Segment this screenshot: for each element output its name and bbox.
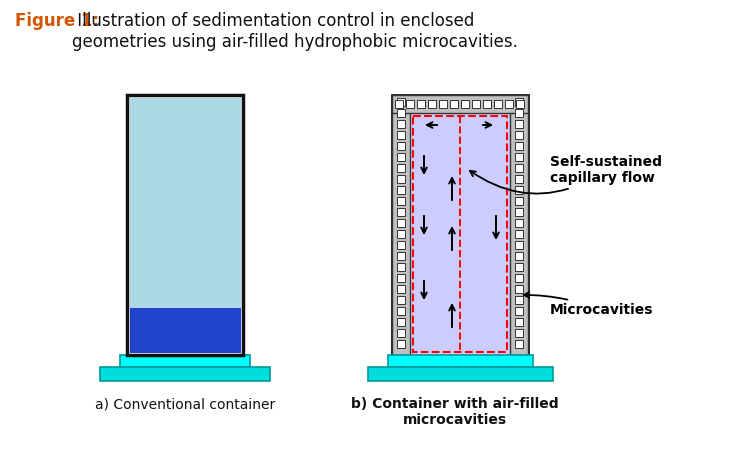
Bar <box>368 367 553 381</box>
Bar <box>439 100 447 108</box>
Bar <box>515 329 523 337</box>
Bar <box>515 208 523 216</box>
Bar <box>515 186 523 194</box>
Bar <box>397 285 405 293</box>
Bar <box>397 307 405 315</box>
Bar <box>388 355 532 367</box>
Bar <box>515 98 523 106</box>
Bar <box>515 296 523 304</box>
Bar <box>515 263 523 271</box>
Bar <box>397 340 405 348</box>
Text: Figure 1:: Figure 1: <box>15 12 99 30</box>
Bar <box>397 142 405 150</box>
Bar <box>510 95 528 355</box>
Bar <box>516 100 524 108</box>
Text: Microcavities: Microcavities <box>524 292 653 317</box>
Bar <box>515 197 523 205</box>
Bar <box>397 120 405 128</box>
Bar <box>397 131 405 139</box>
Bar <box>392 95 528 355</box>
Bar <box>397 208 405 216</box>
Bar <box>397 109 405 117</box>
Bar <box>413 116 507 352</box>
Bar <box>515 340 523 348</box>
Bar <box>397 263 405 271</box>
Bar <box>397 296 405 304</box>
Bar <box>397 175 405 183</box>
Bar <box>515 252 523 260</box>
Bar <box>397 98 405 106</box>
Bar <box>410 113 510 355</box>
Bar <box>406 100 414 108</box>
Bar <box>515 175 523 183</box>
Text: Self-sustained
capillary flow: Self-sustained capillary flow <box>470 155 662 194</box>
Text: b) Container with air-filled
microcavities: b) Container with air-filled microcaviti… <box>351 397 559 427</box>
Bar <box>397 153 405 161</box>
Text: a) Conventional container: a) Conventional container <box>94 397 275 411</box>
Bar <box>428 100 436 108</box>
Bar <box>397 197 405 205</box>
Bar <box>505 100 513 108</box>
Bar <box>494 100 502 108</box>
Bar <box>397 329 405 337</box>
Bar <box>397 164 405 172</box>
Bar <box>515 274 523 282</box>
Bar <box>450 100 458 108</box>
Bar <box>397 252 405 260</box>
Bar <box>130 98 241 352</box>
Bar <box>515 318 523 326</box>
Bar <box>515 142 523 150</box>
Bar <box>483 100 491 108</box>
Bar <box>392 95 528 113</box>
Bar <box>397 186 405 194</box>
Bar <box>100 367 270 381</box>
Bar <box>417 100 425 108</box>
Bar <box>472 100 480 108</box>
Bar <box>130 307 241 352</box>
Bar <box>395 100 403 108</box>
Bar <box>515 307 523 315</box>
Bar <box>515 153 523 161</box>
Bar <box>515 219 523 227</box>
Bar <box>392 95 410 355</box>
Bar <box>397 318 405 326</box>
Bar <box>397 219 405 227</box>
Bar <box>515 241 523 249</box>
Bar <box>397 230 405 238</box>
Bar <box>120 355 250 367</box>
Bar <box>515 109 523 117</box>
Bar <box>515 230 523 238</box>
Bar <box>397 274 405 282</box>
Bar <box>515 131 523 139</box>
Bar <box>461 100 469 108</box>
Bar <box>515 120 523 128</box>
Bar <box>515 164 523 172</box>
Text: Illustration of sedimentation control in enclosed
geometries using air-filled hy: Illustration of sedimentation control in… <box>72 12 518 51</box>
Bar <box>515 285 523 293</box>
Bar <box>397 241 405 249</box>
Bar <box>127 95 243 355</box>
